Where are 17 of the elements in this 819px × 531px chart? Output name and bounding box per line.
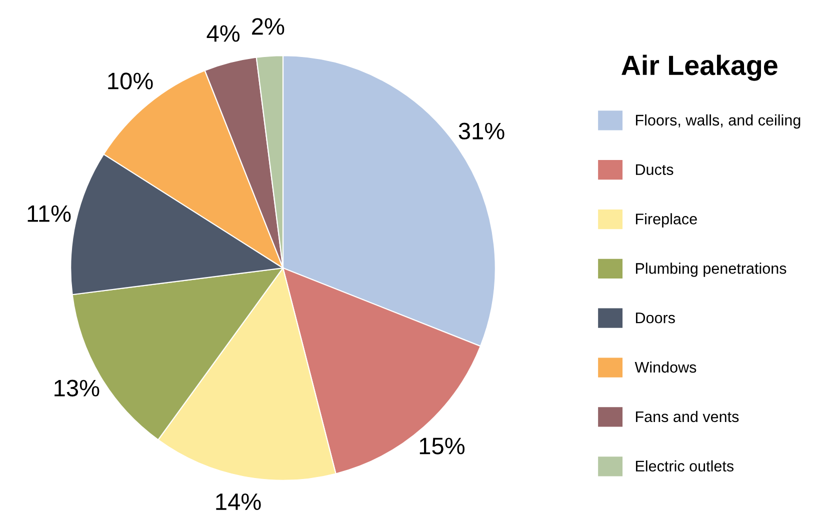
data-label: 4% <box>206 25 240 42</box>
data-label: 15% <box>420 438 465 454</box>
legend-title: Air Leakage <box>622 54 778 81</box>
data-label: 10% <box>108 72 153 90</box>
legend-label: Doors <box>636 312 675 324</box>
data-label: 31% <box>458 122 504 140</box>
legend-label: Fireplace <box>636 213 697 228</box>
data-label: 13% <box>54 380 100 397</box>
data-label: 14% <box>216 493 261 510</box>
legend-label: Ducts <box>636 164 674 175</box>
data-label: 11% <box>28 205 71 222</box>
legend-label: Fans and vents <box>636 410 739 422</box>
legend-label: Electric outlets <box>636 460 734 472</box>
legend-label: Floors, walls, and ceiling <box>636 114 800 129</box>
legend-label: Plumbing penetrations <box>636 262 786 277</box>
data-label: 2% <box>252 18 284 35</box>
legend-label: Windows <box>634 361 696 373</box>
